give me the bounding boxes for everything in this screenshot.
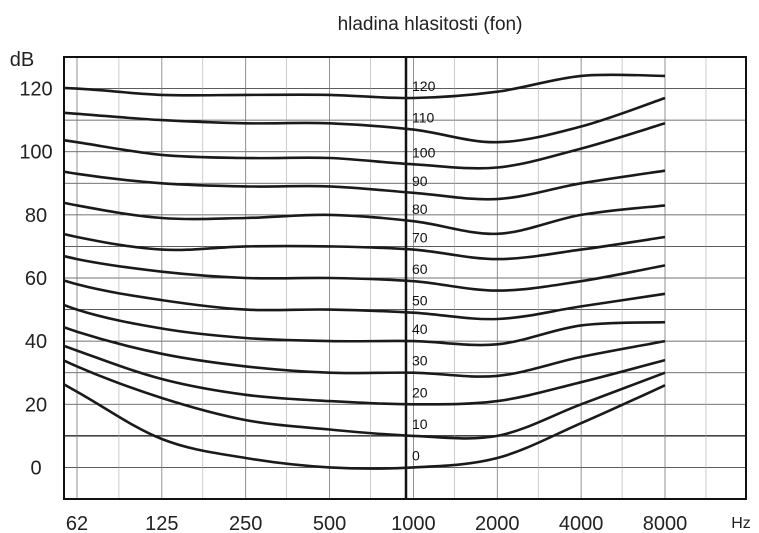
x-tick-label: 250 <box>229 513 262 533</box>
loudness-curve-60 <box>64 254 666 292</box>
curve-label-60: 60 <box>412 261 428 277</box>
loudness-curve-30 <box>64 325 666 378</box>
y-tick-label: 20 <box>25 394 47 416</box>
y-tick-label: 120 <box>19 79 52 101</box>
x-tick-labels: 62 125 250 500 1000 2000 4000 8000 <box>66 513 687 533</box>
loudness-curve-10 <box>64 359 666 440</box>
curve-label-90: 90 <box>412 173 428 189</box>
loudness-curve-110 <box>64 96 666 144</box>
loudness-curve-90 <box>64 169 666 201</box>
y-axis-label: dB <box>10 49 34 71</box>
curve-label-30: 30 <box>412 353 428 369</box>
y-tick-label: 60 <box>25 268 47 290</box>
loudness-curve-0 <box>64 382 666 470</box>
curve-label-80: 80 <box>412 201 428 217</box>
loudness-curve-80 <box>64 201 666 236</box>
loudness-curve-20 <box>64 344 666 406</box>
x-axis-label: Hz <box>731 515 751 532</box>
curve-label-120: 120 <box>412 78 436 94</box>
x-tick-label: 62 <box>66 513 88 533</box>
chart-title: hladina hlasitosti (fon) <box>338 14 523 35</box>
x-tick-label: 4000 <box>559 513 604 533</box>
y-tick-label: 100 <box>19 142 52 164</box>
y-tick-label: 40 <box>25 331 47 353</box>
curve-label-40: 40 <box>412 321 428 337</box>
curve-label-70: 70 <box>412 230 428 246</box>
x-tick-label: 500 <box>313 513 346 533</box>
y-tick-label: 0 <box>30 457 41 479</box>
curve-label-100: 100 <box>412 144 436 160</box>
curve-labels: 0 10 20 30 40 50 60 70 80 90 100 110 120 <box>412 78 436 463</box>
x-tick-label: 2000 <box>475 513 520 533</box>
curve-label-0: 0 <box>412 447 420 463</box>
curve-label-10: 10 <box>412 416 428 432</box>
loudness-curve-40 <box>64 303 666 347</box>
x-tick-label: 1000 <box>391 513 436 533</box>
loudness-curve-120 <box>64 73 666 100</box>
loudness-curve-70 <box>64 232 666 261</box>
y-tick-label: 80 <box>25 205 47 227</box>
loudness-curve-50 <box>64 279 666 321</box>
x-tick-label: 125 <box>145 513 178 533</box>
curve-label-20: 20 <box>412 384 428 400</box>
y-tick-labels: 0 20 40 60 80 100 120 <box>19 79 52 480</box>
loudness-curves <box>64 73 666 470</box>
curve-label-50: 50 <box>412 293 428 309</box>
x-tick-label: 8000 <box>643 513 688 533</box>
curve-label-110: 110 <box>412 110 435 126</box>
loudness-curve-100 <box>64 122 666 170</box>
